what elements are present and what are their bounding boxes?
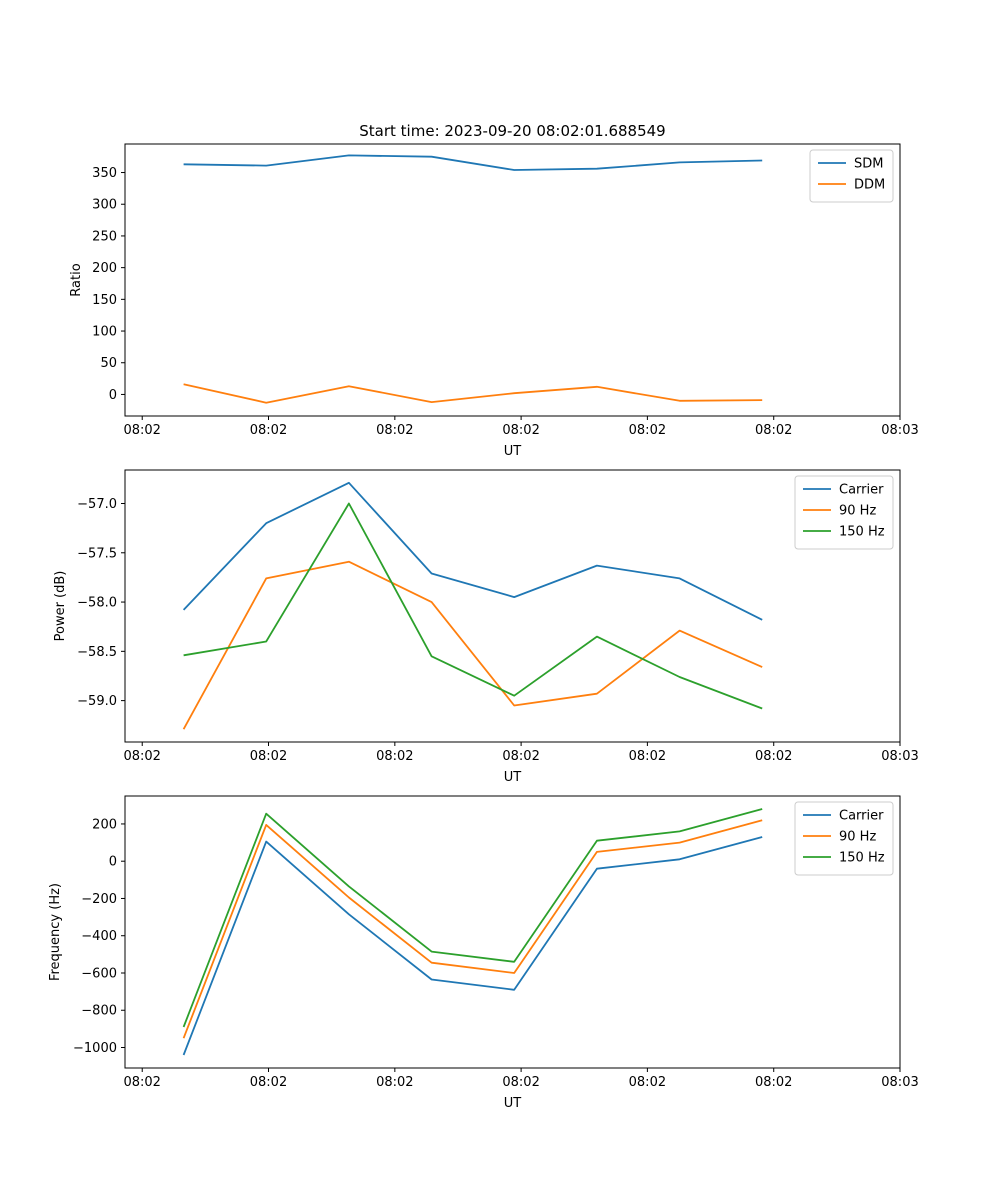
x-tick-label: 08:02 <box>755 749 792 764</box>
y-tick-label: 200 <box>92 817 117 832</box>
chart-3: 08:02 08:02 08:02 08:02 08:02 08:02 08:03 −1000… <box>48 795 919 1111</box>
y-tick-label: −600 <box>81 966 117 981</box>
axes-frame <box>124 469 901 743</box>
legend-label: SDM <box>854 157 883 172</box>
x-tick-label: 08:02 <box>502 749 539 764</box>
x-tick-label: 08:02 <box>755 423 792 438</box>
x-tick-label: 08:02 <box>376 1075 413 1090</box>
series-line-ddm <box>183 383 763 404</box>
y-tick-label: 300 <box>92 198 117 213</box>
series-line-90-hz <box>182 819 763 1039</box>
y-tick-label: 0 <box>109 388 117 403</box>
legend: Carrier 90 Hz 150 Hz <box>794 801 894 876</box>
y-tick-label: −57.0 <box>77 497 117 512</box>
y-tick-label: −57.5 <box>77 546 117 561</box>
x-tick-label: 08:02 <box>123 423 160 438</box>
x-axis-label: UT <box>504 770 522 785</box>
y-tick-label: −58.5 <box>77 645 117 660</box>
y-tick-label: −200 <box>81 892 117 907</box>
y-tick-label: −59.0 <box>77 694 117 709</box>
x-tick-label: 08:02 <box>502 1075 539 1090</box>
x-tick-label: 08:03 <box>881 749 918 764</box>
y-tick-label: −800 <box>81 1004 117 1019</box>
series-line-carrier <box>182 481 763 621</box>
y-axis-label: Power (dB) <box>53 571 68 642</box>
y-tick-label: −58.0 <box>77 596 117 611</box>
x-tick-label: 08:02 <box>250 423 287 438</box>
legend-label: 90 Hz <box>839 504 876 519</box>
x-tick-label: 08:02 <box>629 1075 666 1090</box>
y-tick-label: 350 <box>92 166 117 181</box>
chart-1: 08:02 08:02 08:02 08:02 08:02 08:02 08:03 0 50 10… <box>69 143 919 459</box>
y-tick-label: 250 <box>92 229 117 244</box>
legend-label: Carrier <box>839 483 884 498</box>
y-axis-label: Ratio <box>69 263 84 296</box>
legend: SDM DDM <box>809 149 894 203</box>
x-tick-label: 08:02 <box>250 749 287 764</box>
legend-label: 150 Hz <box>839 851 885 866</box>
x-tick-label: 08:02 <box>376 749 413 764</box>
y-tick-label: −1000 <box>73 1041 117 1056</box>
y-tick-label: 50 <box>100 356 117 371</box>
axes-frame <box>124 795 901 1069</box>
figure-title: Start time: 2023-09-20 08:02:01.688549 <box>359 122 665 140</box>
series-line-150-hz <box>182 808 763 1028</box>
x-axis-label: UT <box>504 1096 522 1111</box>
x-tick-label: 08:02 <box>502 423 539 438</box>
y-tick-label: 0 <box>109 855 117 870</box>
x-tick-label: 08:02 <box>755 1075 792 1090</box>
y-tick-label: −400 <box>81 929 117 944</box>
series-line-sdm <box>183 154 763 171</box>
x-tick-label: 08:02 <box>629 749 666 764</box>
series-line-90-hz <box>182 560 763 730</box>
x-axis-label: UT <box>504 444 522 459</box>
legend-label: 150 Hz <box>839 525 885 540</box>
y-tick-label: 150 <box>92 293 117 308</box>
y-axis-label: Frequency (Hz) <box>48 883 63 981</box>
legend-label: DDM <box>854 178 885 193</box>
x-tick-label: 08:03 <box>881 423 918 438</box>
x-tick-label: 08:02 <box>250 1075 287 1090</box>
x-tick-label: 08:03 <box>881 1075 918 1090</box>
series-line-carrier <box>182 836 763 1056</box>
x-tick-label: 08:02 <box>376 423 413 438</box>
charts: 08:02 08:02 08:02 08:02 08:02 08:02 08:03 0 50 10… <box>48 143 919 1111</box>
y-tick-label: 200 <box>92 261 117 276</box>
axes-frame <box>124 143 901 417</box>
y-tick-label: 100 <box>92 325 117 340</box>
legend: Carrier 90 Hz 150 Hz <box>794 475 894 550</box>
x-tick-label: 08:02 <box>123 1075 160 1090</box>
series-line-150-hz <box>183 502 763 710</box>
chart-2: 08:02 08:02 08:02 08:02 08:02 08:02 08:03 −59.0… <box>53 469 919 785</box>
x-tick-label: 08:02 <box>123 749 160 764</box>
legend-label: Carrier <box>839 809 884 824</box>
x-tick-label: 08:02 <box>629 423 666 438</box>
legend-label: 90 Hz <box>839 830 876 845</box>
